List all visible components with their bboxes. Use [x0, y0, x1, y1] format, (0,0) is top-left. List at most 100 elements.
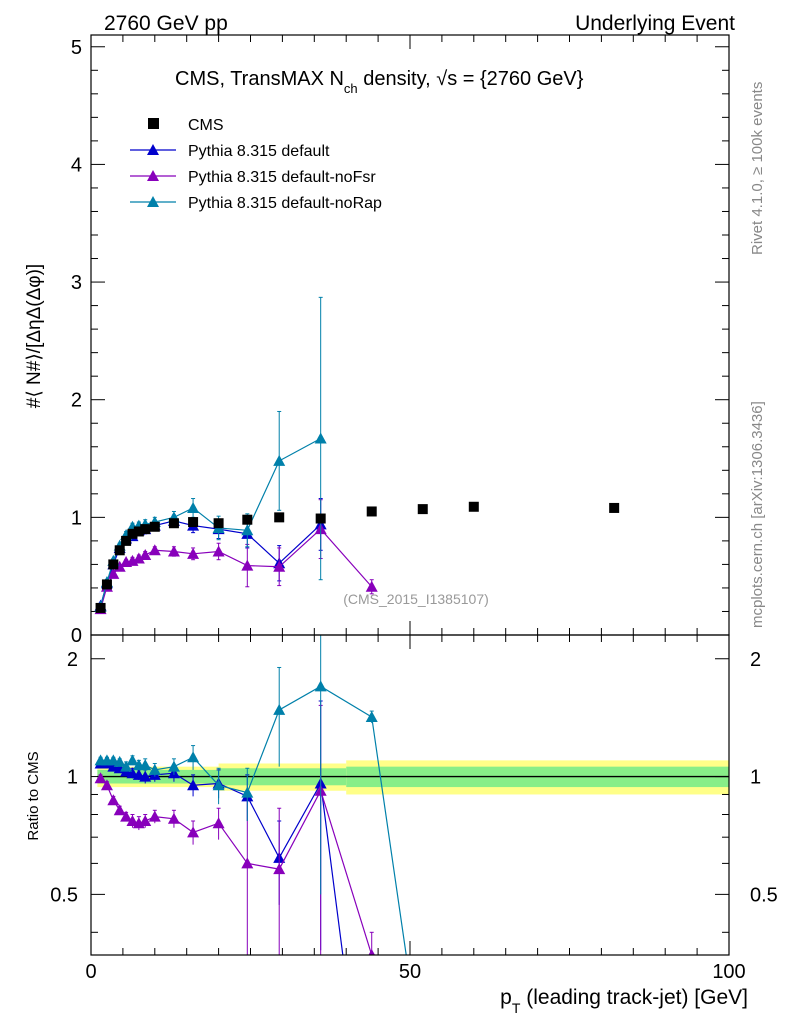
ratio-y-tick-label: 2 [67, 649, 78, 671]
legend-label-nofsr: Pythia 8.315 default-noFsr [188, 169, 376, 186]
legend-marker-cms [148, 118, 159, 129]
cms-data-point [609, 502, 620, 513]
ratio-point [273, 863, 286, 875]
data-point [212, 545, 225, 557]
data-point [187, 501, 200, 513]
x-tick-label: 0 [85, 961, 96, 983]
ratio-point [241, 786, 254, 798]
ratio-point [187, 826, 200, 838]
data-point [273, 560, 286, 572]
ratio-plot-frame [90, 634, 730, 956]
x-axis-label: pT (leading track-jet) [GeV] [500, 986, 748, 1016]
ratio-point [167, 812, 180, 824]
header-left: 2760 GeV pp [104, 12, 228, 35]
ratio-point [365, 710, 378, 722]
cms-data-point [108, 559, 119, 570]
cms-data-point [121, 535, 132, 546]
legend: CMS Pythia 8.315 default Pythia 8.315 de… [130, 117, 382, 212]
ratio-point [139, 814, 152, 826]
legend-marker-norap [147, 196, 159, 207]
ratio-point [187, 751, 200, 763]
cms-data-point [213, 518, 224, 529]
ratio-point [100, 779, 113, 791]
cms-data-point [417, 504, 428, 515]
cms-data-point [127, 528, 138, 539]
cms-data-point [101, 579, 112, 590]
ratio-point [107, 794, 120, 806]
ratio-point [113, 755, 126, 767]
chart-title: CMS, TransMAX Nch density, √s = {2760 Ge… [175, 68, 584, 96]
legend-label-norap: Pythia 8.315 default-noRap [188, 195, 382, 212]
legend-label-cms: CMS [188, 117, 224, 134]
ratio-point [126, 754, 139, 766]
rivet-label: Rivet 4.1.0, ≥ 100k events [749, 82, 766, 255]
main-plot-frame [90, 34, 730, 636]
cms-data-point [114, 545, 125, 556]
y-tick-label: 5 [71, 37, 82, 59]
ratio-y-tick-label-right: 1 [750, 767, 761, 789]
ratio-line [100, 762, 344, 955]
ratio-point [241, 857, 254, 869]
x-tick-label: 50 [399, 961, 421, 983]
data-point [241, 524, 254, 536]
y-axis-label: #⟨ N#⟩/[ΔηΔ(Δφ)] [24, 264, 45, 408]
data-point [148, 544, 161, 556]
y-tick-label: 2 [71, 390, 82, 412]
cms-data-point [168, 518, 179, 529]
y-tick-label: 0 [71, 625, 82, 647]
ratio-point [139, 759, 152, 771]
main-axis-ticks [90, 35, 730, 955]
data-point [241, 559, 254, 571]
data-point [132, 552, 145, 564]
ratio-point [113, 804, 126, 816]
cms-data-point [149, 521, 160, 532]
cms-data-point [468, 501, 479, 512]
ratio-y-tick-label-right: 2 [750, 649, 761, 671]
y-tick-label: 1 [71, 507, 82, 529]
ratio-plot-series [94, 635, 407, 955]
series-line [99, 528, 373, 610]
ratio-clipped [94, 635, 407, 955]
ratio-y-tick-label: 1 [67, 767, 78, 789]
cms-data-point [95, 602, 106, 613]
cms-data-point [140, 524, 151, 535]
series-line [99, 438, 321, 607]
data-point [107, 567, 120, 579]
ratio-point [212, 817, 225, 829]
ratio-point [148, 810, 161, 822]
ratio-point [273, 703, 286, 715]
x-tick-label: 100 [712, 961, 745, 983]
ratio-point [139, 770, 152, 782]
ratio-point [368, 949, 375, 955]
ratio-point [314, 680, 327, 692]
data-point [139, 549, 152, 560]
ratio-point [126, 814, 139, 826]
ratio-point [167, 760, 180, 772]
legend-marker-default [147, 144, 159, 155]
ratio-line [100, 777, 373, 955]
cms-data-point [242, 514, 253, 525]
ratio-axis-ticks [91, 658, 729, 933]
data-point [187, 547, 200, 559]
cms-data-point [133, 526, 144, 537]
ratio-point [120, 760, 133, 772]
y-tick-label: 4 [71, 154, 82, 176]
ratio-point [148, 763, 161, 775]
ratio-point [94, 772, 107, 784]
mcplots-label: mcplots.cern.ch [arXiv:1306.3436] [749, 401, 766, 628]
legend-marker-nofsr [147, 170, 159, 181]
cms-data-point [188, 517, 199, 528]
cms-data-point [366, 506, 377, 517]
watermark: (CMS_2015_I1385107) [343, 591, 489, 607]
ratio-point [212, 779, 225, 791]
ratio-y-axis-label: Ratio to CMS [25, 751, 42, 840]
data-point [273, 454, 286, 466]
ratio-y-tick-label: 0.5 [50, 884, 78, 906]
ratio-point [187, 779, 200, 791]
data-point [365, 580, 378, 592]
cms-data-point [315, 513, 326, 524]
header-right: Underlying Event [575, 12, 735, 35]
legend-label-default: Pythia 8.315 default [188, 143, 330, 160]
